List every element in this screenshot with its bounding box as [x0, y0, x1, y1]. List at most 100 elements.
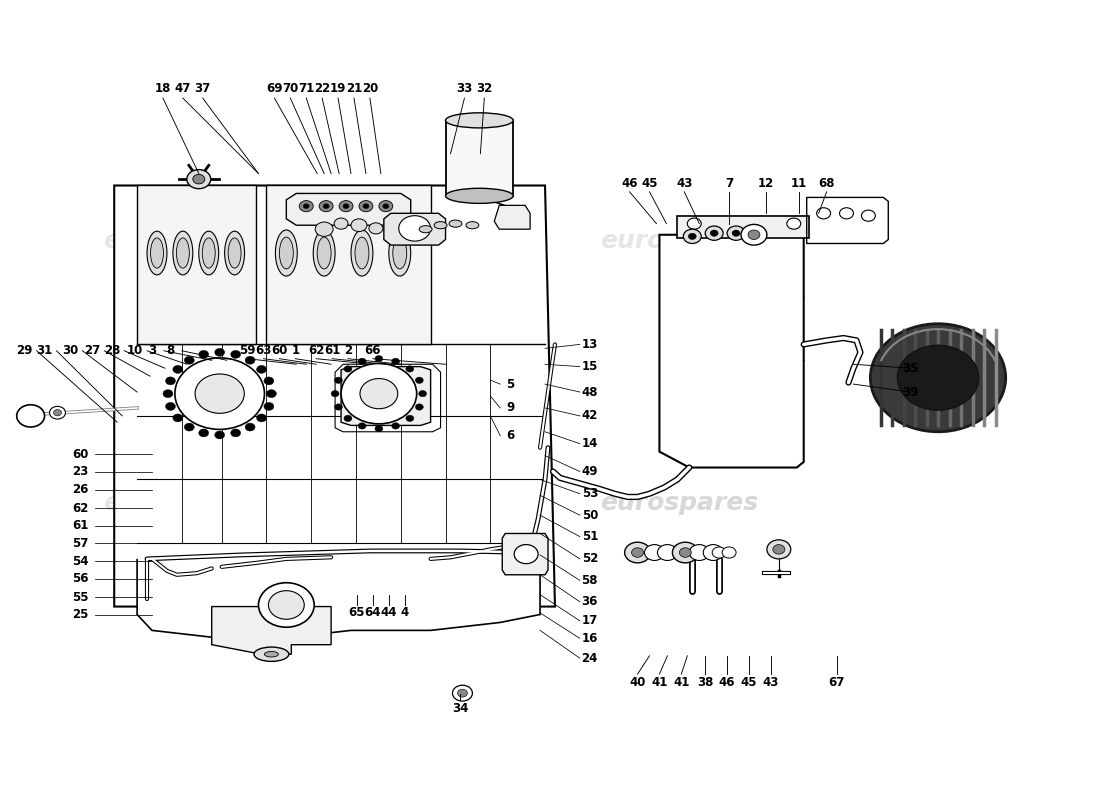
Circle shape	[741, 225, 767, 245]
Ellipse shape	[446, 188, 514, 203]
Circle shape	[861, 210, 876, 222]
Circle shape	[733, 230, 740, 236]
Text: 34: 34	[452, 702, 469, 714]
Circle shape	[688, 218, 701, 229]
Text: 23: 23	[73, 465, 88, 478]
Circle shape	[375, 426, 383, 432]
Ellipse shape	[264, 651, 278, 657]
Circle shape	[378, 201, 393, 212]
Text: 51: 51	[582, 530, 598, 543]
Circle shape	[416, 377, 424, 383]
Text: 7: 7	[725, 178, 734, 190]
Circle shape	[748, 230, 760, 239]
Polygon shape	[138, 559, 540, 638]
Text: 50: 50	[582, 509, 598, 522]
Ellipse shape	[317, 237, 331, 269]
Polygon shape	[266, 186, 430, 344]
Circle shape	[334, 218, 348, 229]
Circle shape	[680, 548, 691, 558]
Circle shape	[268, 590, 305, 619]
Text: 2: 2	[344, 344, 352, 358]
Ellipse shape	[355, 237, 368, 269]
Text: 36: 36	[582, 595, 598, 608]
Text: 39: 39	[902, 386, 918, 398]
Circle shape	[343, 204, 349, 209]
Text: 24: 24	[582, 652, 598, 665]
Circle shape	[334, 404, 342, 410]
Circle shape	[344, 415, 352, 422]
Circle shape	[383, 204, 388, 209]
Circle shape	[452, 686, 472, 701]
Circle shape	[214, 348, 224, 356]
Ellipse shape	[393, 237, 407, 269]
Polygon shape	[494, 206, 530, 229]
Ellipse shape	[224, 231, 244, 275]
Text: 70: 70	[283, 82, 298, 95]
Text: 68: 68	[818, 178, 835, 190]
Text: 10: 10	[126, 344, 143, 358]
Text: 9: 9	[506, 402, 515, 414]
Text: 13: 13	[582, 338, 598, 351]
Text: eurospares: eurospares	[102, 491, 261, 515]
Text: 45: 45	[740, 675, 757, 689]
Circle shape	[406, 366, 414, 372]
Circle shape	[898, 346, 979, 410]
Text: 15: 15	[582, 360, 598, 373]
Text: 19: 19	[330, 82, 346, 95]
Text: 20: 20	[362, 82, 378, 95]
Text: 63: 63	[255, 344, 272, 358]
Circle shape	[711, 230, 718, 236]
Text: 18: 18	[155, 82, 172, 95]
Circle shape	[163, 390, 173, 398]
Text: 17: 17	[582, 614, 598, 627]
Text: 60: 60	[73, 447, 89, 461]
Circle shape	[341, 363, 417, 424]
Text: 44: 44	[381, 606, 397, 619]
Polygon shape	[659, 234, 804, 467]
Text: 62: 62	[73, 502, 89, 514]
Text: 69: 69	[266, 82, 283, 95]
Text: eurospares: eurospares	[321, 229, 480, 253]
Circle shape	[319, 201, 333, 212]
Polygon shape	[211, 606, 331, 654]
Ellipse shape	[314, 230, 336, 276]
Ellipse shape	[446, 113, 514, 128]
Circle shape	[416, 404, 424, 410]
Circle shape	[245, 356, 255, 364]
Text: 52: 52	[582, 552, 598, 566]
Circle shape	[323, 204, 329, 209]
Ellipse shape	[351, 230, 373, 276]
Circle shape	[245, 423, 255, 431]
Circle shape	[683, 229, 701, 243]
Ellipse shape	[434, 222, 447, 229]
Ellipse shape	[173, 231, 192, 275]
Circle shape	[359, 201, 373, 212]
Polygon shape	[341, 366, 430, 426]
Text: 61: 61	[73, 519, 89, 532]
Text: 27: 27	[85, 344, 100, 358]
Text: 1: 1	[292, 344, 299, 358]
Text: 40: 40	[629, 675, 646, 689]
Circle shape	[625, 542, 650, 563]
Circle shape	[344, 366, 352, 372]
Text: 32: 32	[476, 82, 493, 95]
Circle shape	[392, 422, 399, 429]
Text: 67: 67	[828, 675, 845, 689]
Circle shape	[363, 204, 368, 209]
Ellipse shape	[388, 230, 410, 276]
Circle shape	[256, 414, 266, 422]
Text: 3: 3	[148, 344, 156, 358]
Text: 65: 65	[349, 606, 365, 619]
Text: 45: 45	[641, 178, 658, 190]
Text: 28: 28	[104, 344, 120, 358]
Text: eurospares: eurospares	[102, 229, 261, 253]
Circle shape	[185, 423, 195, 431]
Text: 33: 33	[456, 82, 473, 95]
Text: 21: 21	[345, 82, 362, 95]
Circle shape	[360, 378, 398, 409]
Text: eurospares: eurospares	[601, 491, 758, 515]
Circle shape	[304, 204, 309, 209]
Circle shape	[767, 540, 791, 559]
Circle shape	[703, 545, 723, 561]
Circle shape	[231, 429, 241, 437]
